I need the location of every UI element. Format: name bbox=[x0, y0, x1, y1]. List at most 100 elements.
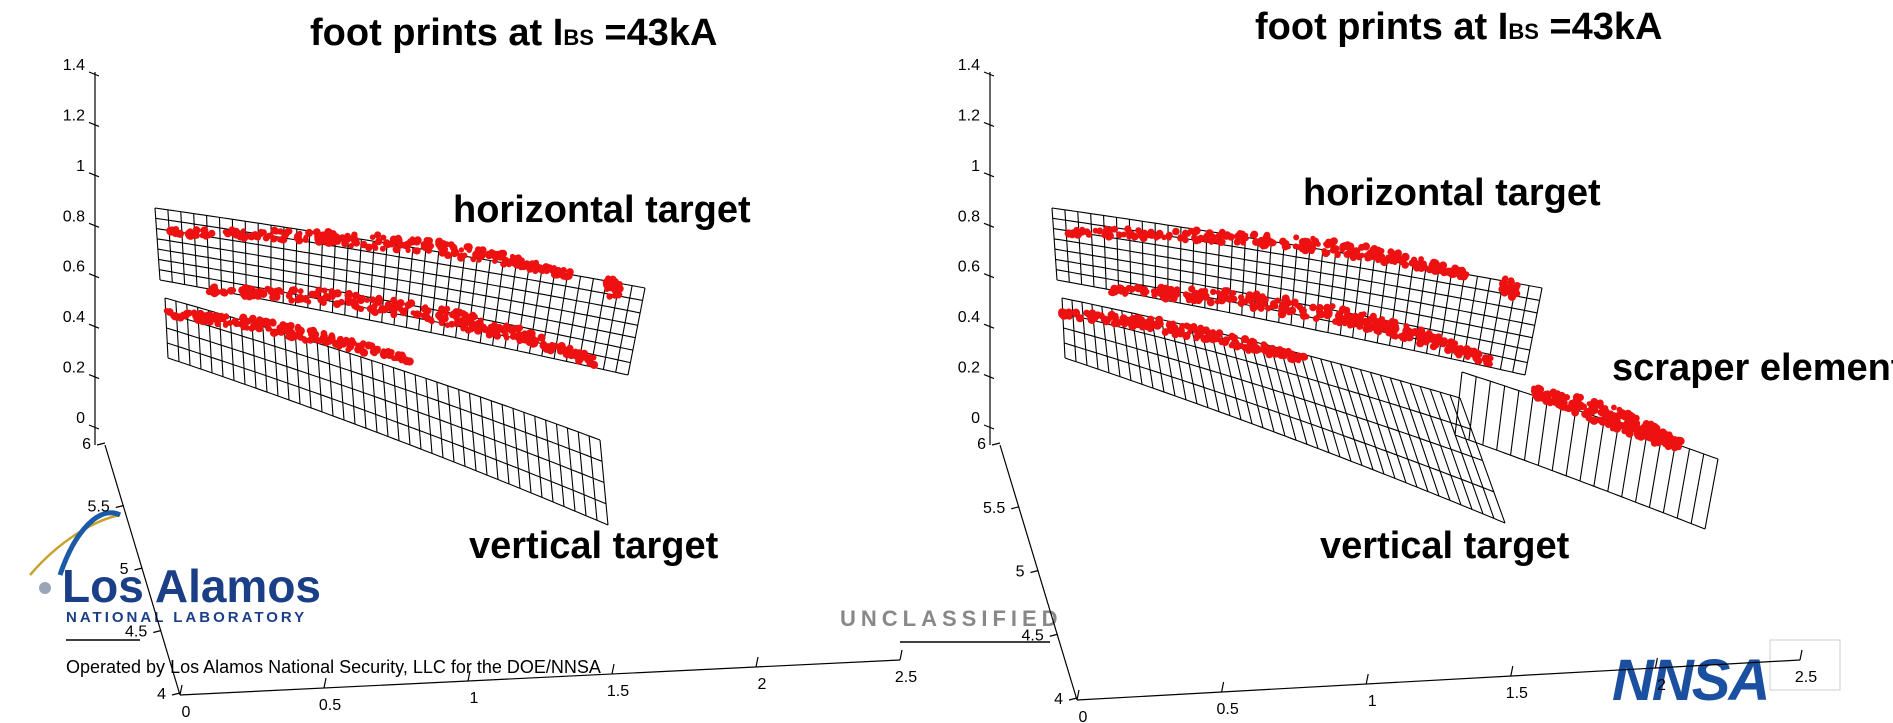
horizontal-target-surface-col-line bbox=[307, 231, 311, 308]
scraper-element-surface-col-line bbox=[1648, 438, 1662, 508]
y-axis-line bbox=[104, 444, 181, 696]
vertical-target-surface-col-line bbox=[577, 431, 587, 516]
footprint-point bbox=[1551, 398, 1557, 404]
z-tick-label: 0 bbox=[76, 410, 85, 427]
footprint-point bbox=[1498, 285, 1507, 294]
footprint-point bbox=[490, 250, 498, 258]
footprint-point bbox=[186, 228, 193, 236]
scraper-element-surface-col-line bbox=[1510, 390, 1520, 456]
y-tick-label: 4 bbox=[157, 686, 166, 703]
footprint-point bbox=[454, 319, 461, 326]
x-tick-mark bbox=[1221, 681, 1225, 693]
z-tick-mark bbox=[88, 172, 100, 178]
footprint-point bbox=[450, 310, 457, 317]
y-tick-mark bbox=[1049, 633, 1058, 637]
footprint-point bbox=[307, 330, 316, 338]
footprint-point bbox=[300, 336, 307, 342]
footprint-point bbox=[1379, 320, 1386, 327]
z-tick-mark bbox=[88, 273, 100, 279]
footprint-point bbox=[590, 354, 597, 361]
footprint-point bbox=[539, 340, 548, 348]
horizontal-target-surface-col-line bbox=[1413, 267, 1427, 351]
footprint-point bbox=[1611, 422, 1619, 430]
footprint-point bbox=[551, 265, 557, 271]
x-tick-label: 1 bbox=[470, 690, 479, 707]
x-tick-label: 0 bbox=[182, 704, 191, 721]
footprint-point bbox=[1161, 234, 1167, 241]
footprint-point bbox=[1193, 227, 1199, 233]
footprint-point bbox=[523, 334, 532, 343]
scraper-element-surface-col-line bbox=[1537, 400, 1548, 466]
footprint-point bbox=[379, 305, 386, 313]
y-tick-label: 6 bbox=[82, 436, 91, 453]
footprint-point bbox=[405, 247, 411, 253]
footprint-point bbox=[248, 314, 257, 323]
vertical-target-surface-col-line bbox=[381, 363, 389, 437]
footprint-point bbox=[1484, 358, 1493, 367]
footprint-point bbox=[1369, 312, 1377, 320]
footprint-point bbox=[240, 323, 248, 331]
vertical-target-surface-col-line bbox=[1250, 340, 1275, 433]
chart-left-axes: 0 0.2 0.4 0.6 0.8 1 1.2 1.4 4 4.5 5 5.5 6 0 0.5 1 1.5 2 2.… bbox=[63, 57, 917, 721]
x-tick-label: 0.5 bbox=[319, 697, 341, 714]
footprint-point bbox=[1290, 356, 1297, 363]
vertical-target-surface-col-line bbox=[1310, 356, 1341, 458]
footprint-point bbox=[447, 241, 455, 249]
footprint-point bbox=[544, 265, 551, 272]
x-tick-mark bbox=[1365, 673, 1369, 685]
vertical-target-band bbox=[163, 308, 414, 366]
footprint-point bbox=[1439, 261, 1447, 270]
footprint-point bbox=[326, 292, 334, 299]
footprint-point bbox=[1261, 346, 1269, 355]
vertical-target-surface-col-line bbox=[490, 400, 499, 480]
x-tick-label: 2.5 bbox=[1795, 669, 1817, 686]
footprint-point bbox=[1308, 248, 1315, 255]
footprint-point bbox=[450, 249, 459, 258]
footprint-point bbox=[1163, 291, 1171, 299]
footprint-point bbox=[506, 258, 514, 266]
footprint-point bbox=[556, 269, 566, 278]
z-tick-label: 1.4 bbox=[958, 57, 980, 74]
y-tick-mark bbox=[171, 692, 181, 696]
vertical-target-surface-col-line bbox=[1151, 317, 1165, 393]
footprint-point bbox=[277, 236, 284, 243]
footprint-point bbox=[1279, 239, 1285, 245]
footprint-point bbox=[341, 240, 349, 248]
x-tick-mark bbox=[179, 684, 183, 696]
footprint-point bbox=[1349, 254, 1357, 262]
footprint-point bbox=[290, 286, 299, 295]
horizontal-target-surface-col-line bbox=[180, 211, 186, 285]
scraper-element-surface-col-line bbox=[1551, 404, 1563, 471]
footprint-point bbox=[192, 226, 200, 234]
footprint-point bbox=[1412, 260, 1421, 268]
footprint-point bbox=[345, 346, 352, 353]
footprint-point bbox=[532, 268, 539, 275]
horizontal-target-surface-col-line bbox=[1475, 278, 1491, 365]
footprint-point bbox=[438, 249, 446, 257]
vertical-target-surface-col-line bbox=[479, 396, 488, 476]
footprint-point bbox=[1202, 293, 1210, 301]
z-tick-label: 0.6 bbox=[63, 259, 85, 276]
footprint-point bbox=[1665, 431, 1671, 437]
footprint-point bbox=[353, 303, 360, 311]
footprint-point bbox=[1574, 393, 1581, 400]
z-tick-label: 1.2 bbox=[958, 107, 980, 124]
footprint-point bbox=[247, 232, 256, 241]
footprint-point bbox=[258, 317, 265, 324]
footprint-point bbox=[1152, 291, 1159, 297]
x-axis-line bbox=[179, 659, 901, 696]
scraper-element-surface bbox=[1454, 371, 1719, 530]
footprint-point bbox=[1632, 425, 1640, 432]
footprint-point bbox=[369, 234, 376, 240]
x-tick-label: 2.5 bbox=[895, 669, 917, 686]
z-tick-mark bbox=[983, 222, 995, 228]
footprint-point bbox=[1670, 440, 1677, 447]
footprint-point bbox=[567, 351, 573, 358]
footprint-point bbox=[1292, 243, 1299, 250]
chart-right-axes: 0 0.2 0.4 0.6 0.8 1 1.2 1.4 4 4.5 5 5.5 6 0 0.5 1 1.5 2 2.… bbox=[958, 57, 1817, 723]
footprint-point bbox=[460, 323, 469, 331]
footprint-point bbox=[391, 355, 397, 362]
footprint-point bbox=[308, 290, 316, 298]
z-tick-label: 1 bbox=[971, 158, 980, 175]
footprint-point bbox=[1531, 385, 1537, 391]
